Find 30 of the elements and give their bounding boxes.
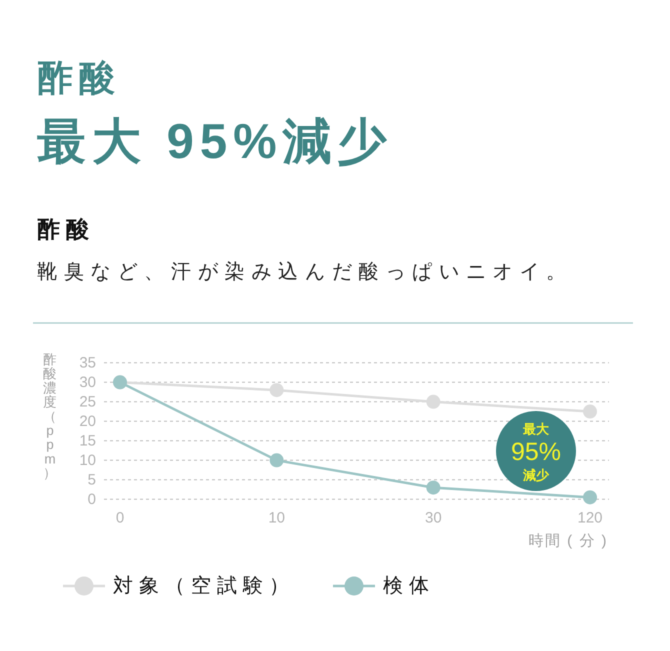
x-tick-label: 120	[577, 510, 603, 526]
x-axis-title: 時間 ( 分 )	[528, 532, 608, 550]
chart-subtitle: 最大 95%減少	[37, 115, 393, 169]
point	[270, 453, 284, 468]
y-tick-label: 35	[79, 354, 96, 372]
y-tick-label: 0	[88, 490, 96, 508]
x-tick-label: 0	[116, 510, 124, 526]
y-tick-label: 5	[88, 471, 96, 488]
y-tick-label: 25	[79, 393, 96, 410]
y-tick-label: 30	[79, 374, 96, 391]
x-tick-label: 10	[268, 510, 286, 526]
text: 靴臭など、汗が染み込んだ酸っぱいニオイ。	[37, 261, 573, 283]
y-tick-label: 15	[79, 432, 96, 450]
text: 酢酸	[37, 216, 95, 242]
y-tick-label: 20	[79, 412, 96, 430]
text: 酢酸濃度（ppm）	[43, 352, 57, 481]
annotation: 95%	[510, 438, 562, 466]
legend-label: 検体	[383, 575, 435, 597]
chart-title: 酢酸	[37, 57, 121, 98]
x-tick-label: 30	[424, 510, 442, 526]
point	[583, 404, 597, 419]
annotation: 減少	[522, 468, 550, 482]
picture-badge: 最大 95% 減少	[496, 411, 576, 491]
y-tick-label: 10	[79, 452, 96, 469]
point	[583, 490, 597, 504]
annotation: 最大	[522, 422, 550, 436]
legend-label: 対象（空試験）	[113, 575, 295, 597]
point	[270, 383, 284, 398]
point	[426, 394, 440, 409]
point	[426, 480, 440, 495]
